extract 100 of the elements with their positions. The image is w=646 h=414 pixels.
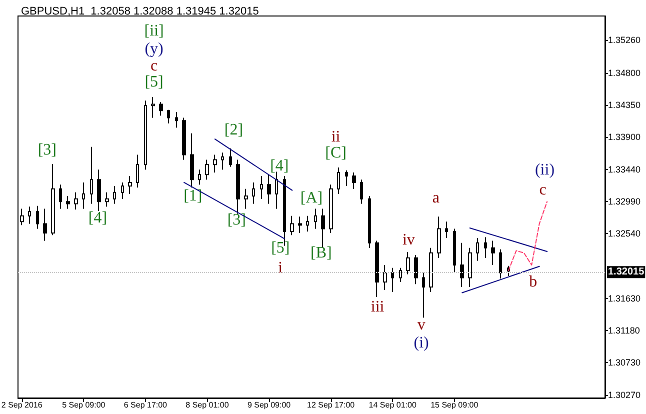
candlestick	[345, 170, 348, 187]
y-tick-label: 1.30730	[608, 357, 641, 368]
candlestick	[306, 215, 309, 232]
candlestick	[275, 171, 278, 210]
candlestick	[121, 182, 124, 200]
annotation: [ii]	[144, 22, 164, 40]
candlestick	[36, 205, 39, 230]
candlestick	[252, 182, 255, 204]
annotation: [4]	[270, 158, 289, 174]
candlestick	[229, 148, 232, 168]
candlestick	[136, 154, 139, 188]
candlestick	[337, 167, 340, 194]
annotation: [1]	[184, 188, 202, 204]
candlestick	[205, 159, 209, 180]
annotation: a	[432, 190, 440, 206]
candlestick	[175, 112, 178, 128]
y-tick-label: 1.32540	[608, 228, 641, 239]
annotation: [4]	[88, 210, 108, 226]
candlestick	[159, 102, 163, 116]
annotation: iii	[370, 298, 385, 316]
candlestick	[43, 208, 47, 242]
candlestick	[97, 169, 101, 212]
candlestick	[360, 179, 363, 204]
line-series	[508, 201, 548, 272]
y-tick-label: 1.34350	[608, 100, 641, 110]
candlestick	[267, 174, 271, 204]
candlestick	[352, 172, 356, 190]
annotation: c	[539, 182, 546, 198]
candlestick	[391, 267, 394, 293]
candlestick	[298, 216, 302, 234]
annotation: (y)	[144, 40, 164, 58]
annotation: (ii)	[534, 162, 555, 178]
candlestick	[422, 272, 425, 318]
candlestick	[167, 109, 170, 124]
candlestick	[190, 132, 194, 188]
x-tick-label: 5 Sep 09:00	[62, 400, 106, 410]
candlestick	[105, 192, 109, 208]
candlestick	[453, 228, 456, 274]
y-tick-label: 1.35260	[608, 35, 641, 46]
x-tick-label: 2 Sep 2016	[1, 400, 43, 410]
annotation: ii	[331, 128, 341, 146]
annotation: [B]	[310, 244, 332, 262]
candlestick	[198, 169, 201, 186]
candlestick	[445, 221, 448, 238]
candlestick	[20, 208, 24, 226]
candlestick	[499, 248, 502, 279]
y-tick-label: 1.33900	[608, 132, 641, 142]
candlestick	[144, 100, 147, 170]
candlestick	[399, 267, 402, 283]
candlestick	[468, 247, 472, 288]
annotation: [3]	[38, 142, 56, 158]
candlestick	[484, 236, 487, 258]
candlestick	[244, 188, 248, 210]
x-tick-label: 12 Sep 17:00	[307, 400, 356, 410]
candlestick	[113, 186, 116, 204]
candlestick	[82, 182, 85, 210]
candlestick	[429, 247, 433, 293]
candlestick	[66, 195, 70, 210]
y-tick-label: 1.34800	[608, 68, 641, 78]
candlestick	[368, 195, 371, 248]
annotation: v	[417, 316, 426, 334]
annotation: iv	[402, 232, 415, 248]
x-tick-label: 15 Sep 09:00	[430, 400, 479, 410]
candlestick	[151, 96, 155, 118]
candlestick	[406, 252, 410, 275]
y-tick-label: 1.31630	[608, 293, 641, 304]
candlestick	[221, 152, 224, 170]
candlestick	[90, 146, 93, 204]
candlestick	[213, 154, 217, 173]
candlestick	[182, 117, 186, 160]
annotation: b	[529, 274, 538, 290]
candlestick	[236, 159, 240, 214]
x-tick-label: 14 Sep 01:00	[368, 400, 417, 410]
x-tick-label: 8 Sep 01:00	[186, 400, 230, 410]
candlestick	[383, 264, 387, 290]
candlestick	[321, 208, 325, 248]
candlestick	[51, 163, 55, 236]
candlestick	[375, 240, 379, 298]
x-tick-label: 6 Sep 17:00	[124, 400, 168, 410]
candlestick	[260, 176, 263, 200]
annotation: [A]	[300, 190, 323, 206]
annotation: [2]	[224, 122, 244, 138]
annotation: c	[150, 58, 158, 74]
candlestick	[290, 215, 294, 236]
candlestick	[314, 208, 317, 230]
annotation: (i)	[414, 334, 429, 352]
candlestick	[414, 254, 418, 285]
ref-line-label: 1.32015	[608, 266, 645, 278]
candlestick	[437, 216, 441, 258]
candlestick	[460, 242, 464, 288]
annotation: [C]	[325, 144, 346, 162]
candlestick	[491, 240, 495, 266]
y-tick-label: 1.30270	[608, 390, 641, 400]
x-tick-label: 9 Sep 09:00	[247, 400, 292, 410]
candlestick	[329, 184, 333, 234]
y-tick-label: 1.32990	[608, 196, 641, 207]
candlestick	[476, 237, 479, 262]
candlestick	[28, 206, 31, 224]
annotation: [5]	[271, 240, 290, 256]
chart-title: GBPUSD,H1 1.32058 1.32088 1.31945 1.32015	[21, 6, 259, 18]
